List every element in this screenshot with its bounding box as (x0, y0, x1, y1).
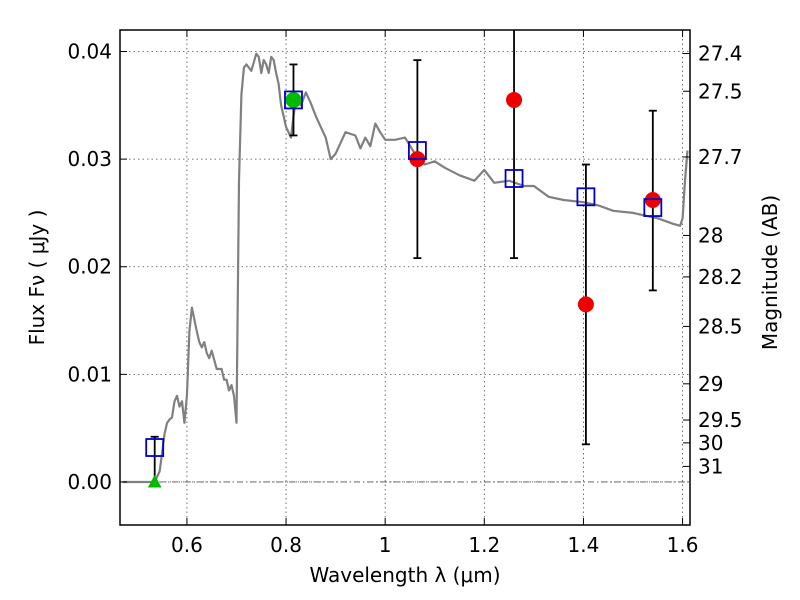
spectrum-layer (122, 52, 689, 484)
errorbar-layer (150, 30, 657, 482)
magnitude-tick-label: 27.4 (698, 42, 743, 66)
magnitude-axis-title: Magnitude (AB) (758, 195, 782, 350)
model-square (145, 438, 165, 457)
x-tick-label: 1.6 (667, 533, 699, 557)
model-square (504, 169, 524, 188)
model-square (576, 187, 596, 207)
model-square (284, 90, 303, 110)
y-tick-label: 0.02 (67, 255, 112, 279)
observed-point (506, 91, 523, 108)
magnitude-tick-label: 27.5 (698, 79, 743, 103)
magnitude-tick-label: 28.5 (698, 314, 743, 338)
magnitude-tick-label: 30 (698, 431, 723, 455)
grid (120, 30, 690, 525)
magnitude-tick-label: 29 (698, 372, 723, 396)
model-square (407, 141, 427, 160)
spectrum-line (122, 52, 689, 484)
y-tick-label: 0.00 (67, 470, 112, 494)
magnitude-tick-label: 28 (698, 223, 723, 247)
y-tick-label: 0.01 (67, 362, 112, 386)
x-axis-title: Wavelength λ (μm) (309, 563, 500, 587)
x-tick-label: 1.2 (468, 533, 500, 557)
x-tick-label: 1.4 (568, 533, 600, 557)
magnitude-tick-label: 29.5 (698, 408, 743, 432)
x-tick-label: 1 (379, 533, 392, 557)
x-tick-label: 0.8 (270, 533, 302, 557)
magnitude-tick-label: 27.7 (698, 145, 743, 169)
plot-frame (119, 29, 691, 526)
green-point (285, 91, 302, 108)
y-tick-label: 0.04 (67, 40, 112, 64)
x-ticks: 0.6 0.8 1 1.2 1.4 1.6 (171, 30, 698, 557)
magnitude-tick-label: 28.2 (698, 265, 743, 289)
y-ticks: 0.00 0.01 0.02 0.03 0.04 (67, 40, 127, 494)
magnitude-tick-label: 31 (698, 454, 723, 478)
y-tick-label: 0.03 (67, 147, 112, 171)
upper-limit-triangle (147, 474, 162, 488)
observed-point (644, 192, 661, 209)
y-axis-title: Flux Fν ( μJy ) (25, 210, 49, 346)
model-square (643, 198, 663, 217)
marker-layer (145, 90, 663, 488)
x-tick-label: 0.6 (171, 533, 203, 557)
observed-point (577, 296, 594, 313)
